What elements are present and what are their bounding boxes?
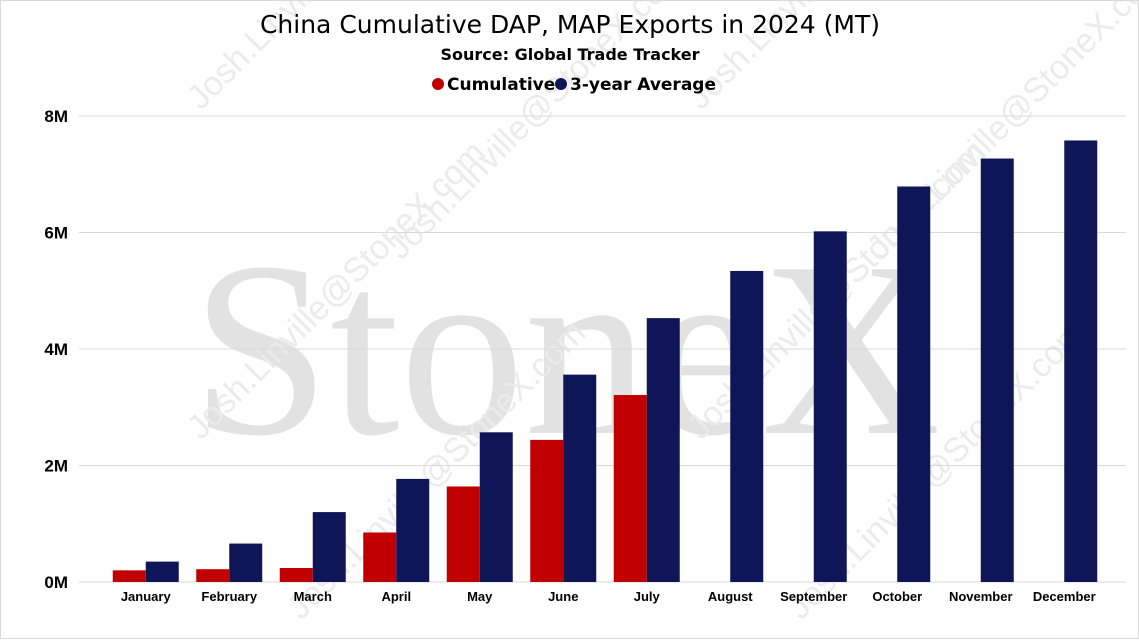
legend-marker-cumulative	[432, 78, 444, 90]
x-tick-label: October	[872, 589, 922, 604]
chart-subtitle: Source: Global Trade Tracker	[440, 45, 699, 64]
bar-3-year-average-january	[145, 561, 179, 582]
bar-3-year-average-february	[229, 543, 263, 582]
y-tick-label: 2M	[44, 457, 68, 476]
x-tick-label: February	[201, 589, 257, 604]
x-tick-label: May	[467, 589, 493, 604]
chart-title: China Cumulative DAP, MAP Exports in 202…	[260, 10, 880, 39]
y-tick-label: 0M	[44, 573, 68, 592]
bar-3-year-average-march	[312, 512, 346, 582]
bar-3-year-average-july	[646, 318, 680, 582]
bar-3-year-average-august	[730, 270, 764, 582]
bar-3-year-average-april	[396, 478, 430, 582]
x-tick-label: August	[708, 589, 753, 604]
y-axis-ticks: 0M 2M 4M 6M 8M	[44, 107, 68, 592]
bar-3-year-average-may	[479, 432, 513, 582]
bar-cumulative-may	[446, 486, 480, 582]
x-tick-label: September	[780, 589, 847, 604]
bar-cumulative-january	[112, 570, 146, 582]
legend-label-cumulative: Cumulative	[447, 75, 555, 95]
y-tick-label: 8M	[44, 107, 68, 126]
x-tick-label: April	[381, 589, 411, 604]
bar-3-year-average-september	[813, 231, 847, 582]
bar-cumulative-april	[363, 532, 397, 582]
gridlines	[79, 115, 1126, 583]
legend-marker-3-year-average	[555, 78, 567, 90]
bar-3-year-average-june	[563, 374, 597, 582]
x-tick-label: December	[1033, 589, 1096, 604]
y-tick-label: 4M	[44, 340, 68, 359]
bar-3-year-average-october	[897, 186, 931, 583]
bar-3-year-average-december	[1064, 140, 1098, 582]
bars	[112, 140, 1098, 583]
legend-label-3-year-average: 3-year Average	[570, 75, 716, 95]
bar-cumulative-march	[279, 568, 313, 582]
x-tick-label: July	[634, 589, 661, 604]
x-tick-label: March	[294, 589, 332, 604]
x-tick-label: January	[121, 589, 172, 604]
y-tick-label: 6M	[44, 224, 68, 243]
bar-cumulative-july	[613, 395, 647, 582]
legend: Cumulative 3-year Average	[432, 75, 716, 95]
bar-cumulative-june	[530, 439, 564, 582]
bar-cumulative-february	[196, 569, 230, 582]
x-tick-label: June	[548, 589, 578, 604]
bar-3-year-average-november	[980, 158, 1014, 582]
x-axis-ticks: January February March April May June July Augu…	[121, 589, 1096, 604]
x-tick-label: November	[949, 589, 1013, 604]
